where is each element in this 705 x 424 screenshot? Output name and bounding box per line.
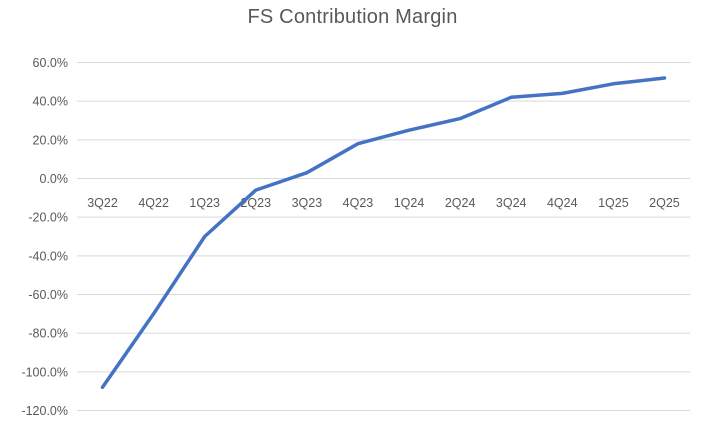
- x-tick-label: 2Q24: [445, 196, 476, 210]
- x-tick-label: 4Q23: [343, 196, 374, 210]
- x-tick-label: 4Q22: [138, 196, 169, 210]
- y-tick-label: -60.0%: [28, 288, 68, 302]
- chart-title: FS Contribution Margin: [247, 6, 458, 28]
- y-tick-label: -20.0%: [28, 211, 68, 225]
- x-tick-label: 2Q25: [649, 196, 680, 210]
- x-tick-label: 3Q22: [87, 196, 118, 210]
- y-tick-label: 40.0%: [33, 95, 68, 109]
- y-tick-label: -100.0%: [21, 365, 68, 379]
- y-tick-label: 20.0%: [33, 133, 68, 147]
- y-tick-label: 0.0%: [40, 172, 69, 186]
- y-tick-label: -40.0%: [28, 249, 68, 263]
- x-tick-label: 1Q24: [394, 196, 425, 210]
- y-tick-label: -80.0%: [28, 327, 68, 341]
- x-tick-label: 3Q23: [292, 196, 323, 210]
- x-tick-label: 1Q25: [598, 196, 629, 210]
- x-tick-label: 1Q23: [189, 196, 220, 210]
- x-tick-label: 3Q24: [496, 196, 527, 210]
- y-tick-label: -120.0%: [21, 404, 68, 418]
- series-line: [100, 76, 667, 390]
- y-tick-label: 60.0%: [33, 56, 68, 70]
- x-tick-label: 4Q24: [547, 196, 578, 210]
- x-tick-label: 2Q23: [240, 196, 271, 210]
